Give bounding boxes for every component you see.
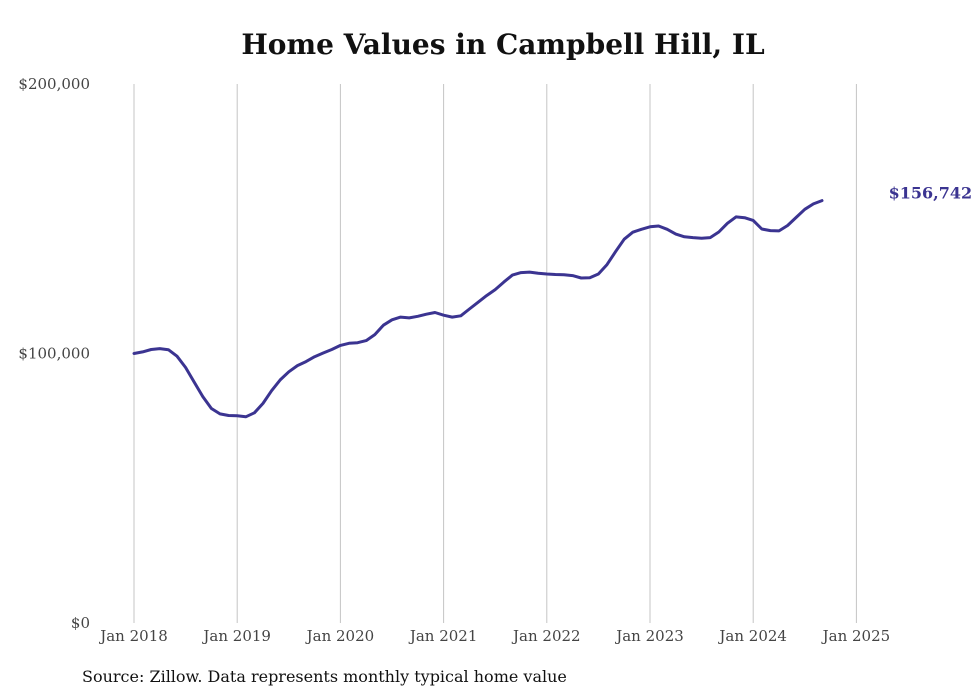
gridlines <box>133 84 857 623</box>
x-tick-label: Jan 2019 <box>201 627 271 645</box>
x-tick-label: Jan 2020 <box>305 627 375 645</box>
x-tick-label: Jan 2022 <box>511 627 581 645</box>
x-tick-label: Jan 2023 <box>614 627 684 645</box>
x-tick-label: Jan 2024 <box>717 627 787 645</box>
home-value-line <box>132 199 824 419</box>
latest-value-label: $156,742 <box>889 184 973 203</box>
source-note: Source: Zillow. Data represents monthly … <box>82 667 567 686</box>
x-tick-label: Jan 2025 <box>821 627 891 645</box>
chart-title: Home Values in Campbell Hill, IL <box>241 28 765 61</box>
y-tick-label: $0 <box>71 614 90 632</box>
x-axis-tick-labels: Jan 2018 Jan 2019 Jan 2020 Jan 2021 Jan 2022… <box>98 627 890 645</box>
y-axis-tick-labels: $0 $100,000 $200,000 <box>18 75 90 632</box>
x-tick-label: Jan 2018 <box>98 627 168 645</box>
y-tick-label: $100,000 <box>18 345 90 363</box>
y-tick-label: $200,000 <box>18 75 90 93</box>
x-tick-label: Jan 2021 <box>408 627 478 645</box>
